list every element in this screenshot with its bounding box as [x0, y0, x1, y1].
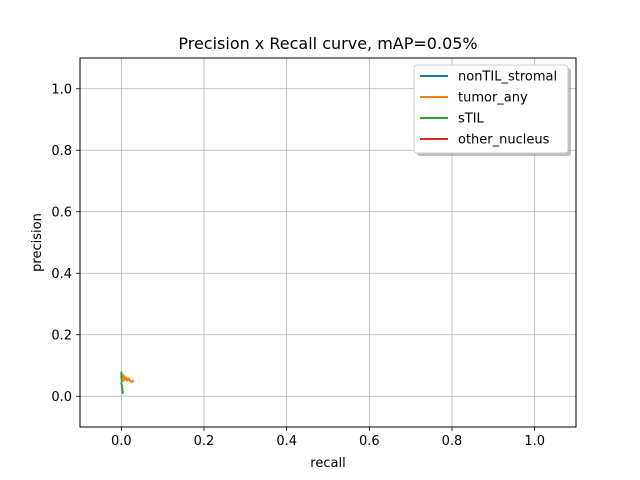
x-tick-label: 0.2 [194, 434, 215, 449]
plot-lines [120, 371, 135, 395]
legend-entry: sTIL [458, 112, 485, 127]
x-tick-label: 0.0 [111, 434, 132, 449]
series-line-tumor-any [120, 371, 135, 384]
legend-box [413, 64, 569, 154]
legend: nonTIL_stromal tumor_any sTIL other_nucleus [413, 64, 571, 156]
series-line-stil [120, 371, 124, 395]
chart-title: Precision x Recall curve, mAP=0.05% [178, 34, 477, 53]
y-ticks: 0.0 0.2 0.4 0.6 0.8 1.0 [51, 82, 80, 405]
x-ticks: 0.0 0.2 0.4 0.6 0.8 1.0 [111, 427, 545, 449]
legend-entry: tumor_any [458, 91, 528, 106]
axes-frame [79, 57, 577, 428]
x-tick-label: 1.0 [524, 434, 545, 449]
y-axis-label: precision [30, 213, 45, 272]
legend-entry: other_nucleus [458, 133, 550, 148]
y-tick-label: 1.0 [51, 82, 72, 97]
y-tick-label: 0.2 [51, 328, 72, 343]
x-axis-label: recall [310, 456, 345, 471]
x-tick-label: 0.6 [359, 434, 380, 449]
x-tick-label: 0.8 [442, 434, 463, 449]
y-tick-label: 0.4 [51, 267, 72, 282]
legend-entry: nonTIL_stromal [458, 70, 557, 85]
y-tick-label: 0.6 [51, 205, 72, 220]
y-tick-label: 0.0 [51, 390, 72, 405]
y-tick-label: 0.8 [51, 144, 72, 159]
x-tick-label: 0.4 [276, 434, 297, 449]
